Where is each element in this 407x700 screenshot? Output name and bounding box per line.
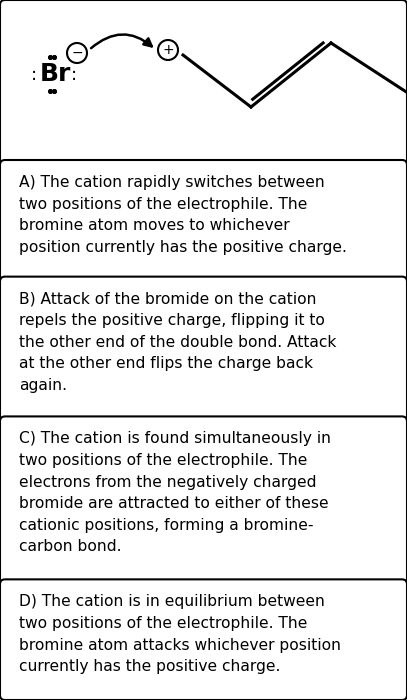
Text: :: : bbox=[71, 66, 77, 84]
FancyBboxPatch shape bbox=[0, 276, 407, 421]
Text: −: − bbox=[71, 46, 83, 60]
FancyBboxPatch shape bbox=[0, 580, 407, 700]
Text: D) The cation is in equilibrium between
two positions of the electrophile. The
b: D) The cation is in equilibrium between … bbox=[19, 594, 341, 674]
FancyBboxPatch shape bbox=[0, 416, 407, 583]
Text: A) The cation rapidly switches between
two positions of the electrophile. The
br: A) The cation rapidly switches between t… bbox=[19, 175, 347, 255]
Text: C) The cation is found simultaneously in
two positions of the electrophile. The
: C) The cation is found simultaneously in… bbox=[19, 431, 331, 554]
FancyBboxPatch shape bbox=[0, 160, 407, 281]
FancyBboxPatch shape bbox=[0, 0, 407, 165]
Text: +: + bbox=[162, 43, 174, 57]
Text: :: : bbox=[31, 66, 37, 84]
FancyArrowPatch shape bbox=[91, 34, 152, 48]
Text: Br: Br bbox=[39, 62, 71, 86]
Text: B) Attack of the bromide on the cation
repels the positive charge, flipping it t: B) Attack of the bromide on the cation r… bbox=[19, 292, 336, 393]
